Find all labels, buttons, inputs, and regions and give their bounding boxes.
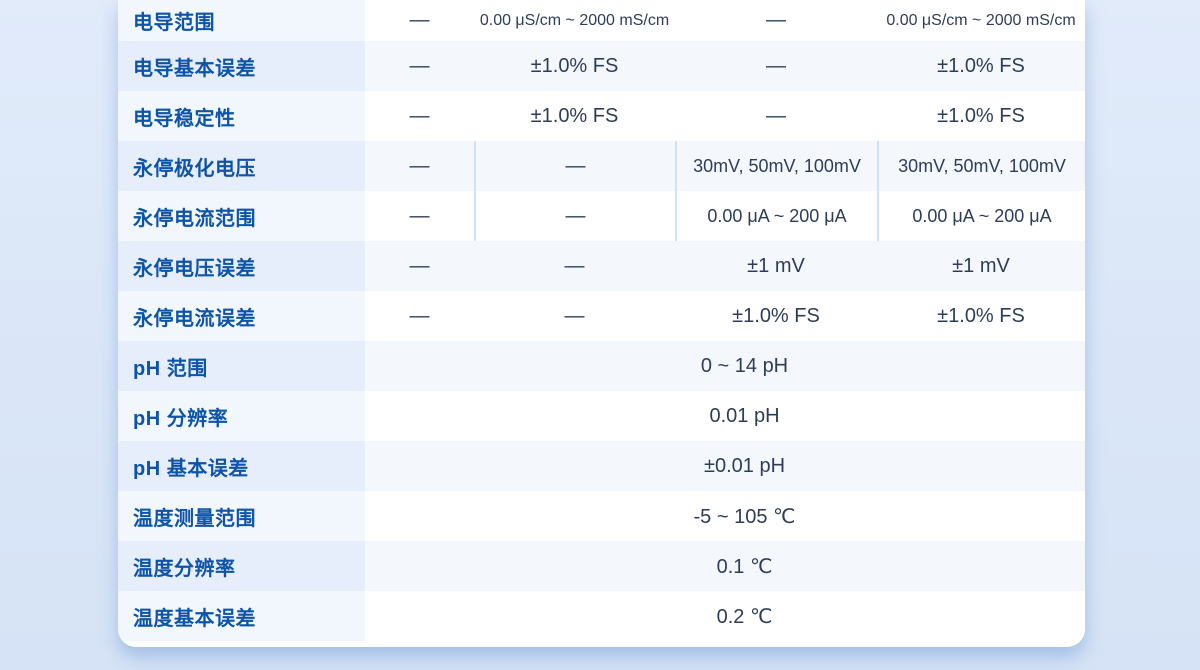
spec-value-cell: 0.00 μA ~ 200 μA: [675, 191, 877, 241]
spec-row-label: 永停电流误差: [118, 291, 365, 341]
spec-row: 永停电流范围 — —0.00 μA ~ 200 μA 0.00 μA ~ 200 μA: [118, 191, 1085, 241]
spec-row-label: 温度测量范围: [118, 491, 365, 541]
spec-row: pH 范围 0 ~ 14 pH: [118, 341, 1085, 391]
spec-value-merged: 0.2 ℃: [365, 591, 1085, 641]
spec-row-label: 永停极化电压: [118, 141, 365, 191]
spec-row-label: pH 范围: [118, 341, 365, 391]
spec-value-merged: 0.01 pH: [365, 391, 1085, 441]
spec-value-cell: ±1 mV: [877, 241, 1085, 291]
spec-value-cell: —: [474, 291, 675, 341]
spec-row: 温度测量范围 -5 ~ 105 ℃: [118, 491, 1085, 541]
spec-row-label: pH 基本误差: [118, 441, 365, 491]
spec-value-cell: —: [474, 191, 675, 241]
spec-value-cell: ±1.0% FS: [877, 91, 1085, 141]
spec-value-cell: 0.00 μS/cm ~ 2000 mS/cm: [474, 0, 675, 41]
spec-table-card: 电导范围 —0.00 μS/cm ~ 2000 mS/cm —0.00 μS/cm …: [118, 0, 1085, 647]
spec-value-cell: —: [365, 91, 474, 141]
spec-value-cell: ±1.0% FS: [877, 291, 1085, 341]
spec-row: 温度分辨率 0.1 ℃: [118, 541, 1085, 591]
spec-value-cell: —: [365, 191, 474, 241]
spec-value-cell: —: [365, 241, 474, 291]
spec-value-merged: ±0.01 pH: [365, 441, 1085, 491]
spec-row: 电导范围 —0.00 μS/cm ~ 2000 mS/cm —0.00 μS/cm …: [118, 0, 1085, 41]
spec-row-label: 电导范围: [118, 0, 365, 41]
spec-value-cell: —: [474, 141, 675, 191]
spec-row-label: 温度分辨率: [118, 541, 365, 591]
spec-row-label: pH 分辨率: [118, 391, 365, 441]
spec-row: 电导稳定性 — ±1.0% FS — ±1.0% FS: [118, 91, 1085, 141]
spec-row-label: 温度基本误差: [118, 591, 365, 641]
spec-value-cell: 30mV, 50mV, 100mV: [675, 141, 877, 191]
spec-value-cell: ±1.0% FS: [474, 41, 675, 91]
spec-table: 电导范围 —0.00 μS/cm ~ 2000 mS/cm —0.00 μS/cm …: [118, 0, 1085, 641]
spec-value-cell: 0.00 μS/cm ~ 2000 mS/cm: [877, 0, 1085, 41]
spec-value-cell: —: [365, 291, 474, 341]
spec-value-cell: ±1 mV: [675, 241, 877, 291]
spec-row-label: 永停电压误差: [118, 241, 365, 291]
spec-row-label: 电导基本误差: [118, 41, 365, 91]
spec-row: 永停电压误差 — — ±1 mV ±1 mV: [118, 241, 1085, 291]
spec-value-merged: 0.1 ℃: [365, 541, 1085, 591]
spec-value-cell: 30mV, 50mV, 100mV: [877, 141, 1085, 191]
spec-value-cell: ±1.0% FS: [474, 91, 675, 141]
spec-value-cell: —: [675, 91, 877, 141]
spec-value-cell: —: [675, 0, 877, 41]
spec-value-cell: —: [365, 141, 474, 191]
spec-value-cell: —: [474, 241, 675, 291]
spec-value-merged: -5 ~ 105 ℃: [365, 491, 1085, 541]
spec-value-cell: —: [365, 41, 474, 91]
spec-row-label: 永停电流范围: [118, 191, 365, 241]
spec-row: 温度基本误差 0.2 ℃: [118, 591, 1085, 641]
spec-value-cell: 0.00 μA ~ 200 μA: [877, 191, 1085, 241]
spec-row: 永停极化电压 — —30mV, 50mV, 100mV 30mV, 50mV, 100…: [118, 141, 1085, 191]
spec-value-cell: ±1.0% FS: [877, 41, 1085, 91]
spec-row-label: 电导稳定性: [118, 91, 365, 141]
spec-row: pH 分辨率 0.01 pH: [118, 391, 1085, 441]
spec-value-cell: ±1.0% FS: [675, 291, 877, 341]
spec-value-merged: 0 ~ 14 pH: [365, 341, 1085, 391]
spec-value-cell: —: [675, 41, 877, 91]
spec-row: 永停电流误差 — — ±1.0% FS ±1.0% FS: [118, 291, 1085, 341]
spec-row: 电导基本误差 — ±1.0% FS — ±1.0% FS: [118, 41, 1085, 91]
spec-value-cell: —: [365, 0, 474, 41]
spec-row: pH 基本误差 ±0.01 pH: [118, 441, 1085, 491]
